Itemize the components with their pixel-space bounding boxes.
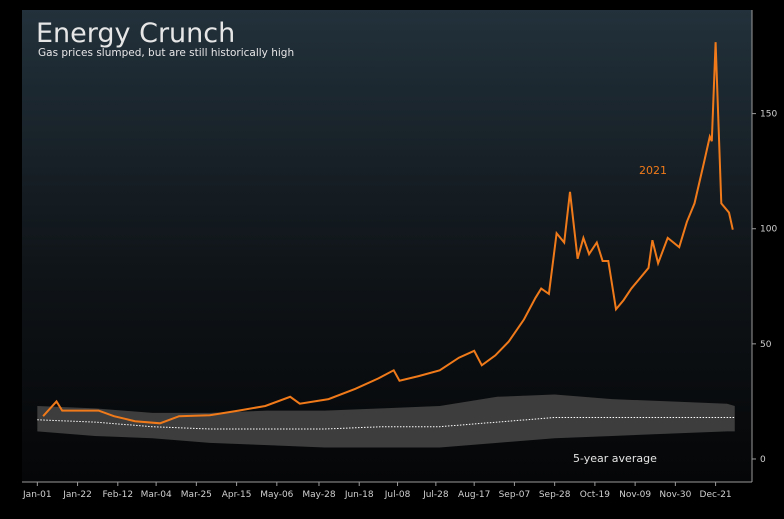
x-tick-label: Apr-15 xyxy=(222,490,252,500)
x-tick-label: Mar-04 xyxy=(141,490,172,500)
x-tick-label: Jan-01 xyxy=(22,490,52,500)
series-label: 5-year average xyxy=(573,452,657,465)
y-tick-label: 100 xyxy=(760,225,777,235)
x-tick-label: Sep-07 xyxy=(499,490,531,500)
x-tick-label: Sep-28 xyxy=(539,490,571,500)
x-tick-label: Jun-18 xyxy=(344,490,374,500)
x-tick-label: Jul-08 xyxy=(384,490,411,500)
y-tick-label: 50 xyxy=(760,340,772,350)
x-tick-label: May-28 xyxy=(302,490,335,500)
series-label: 2021 xyxy=(639,164,667,177)
x-tick-label: Feb-12 xyxy=(102,490,133,500)
x-tick-label: May-06 xyxy=(260,490,293,500)
x-tick-label: Nov-09 xyxy=(619,490,651,500)
y-tick-label: 150 xyxy=(760,110,777,120)
x-tick-label: Oct-19 xyxy=(580,490,611,500)
x-tick-label: Dec-21 xyxy=(700,490,732,500)
x-tick-label: Jul-28 xyxy=(422,490,449,500)
range-band xyxy=(37,394,735,448)
chart-title: Energy Crunch xyxy=(36,18,235,49)
y-tick-label: 0 xyxy=(760,455,766,465)
chart-subtitle: Gas prices slumped, but are still histor… xyxy=(38,47,294,59)
x-tick-label: Nov-30 xyxy=(659,490,691,500)
x-tick-label: Jan-22 xyxy=(62,490,92,500)
x-tick-label: Aug-17 xyxy=(458,490,490,500)
x-tick-label: Mar-25 xyxy=(181,490,212,500)
series-line xyxy=(42,42,734,425)
